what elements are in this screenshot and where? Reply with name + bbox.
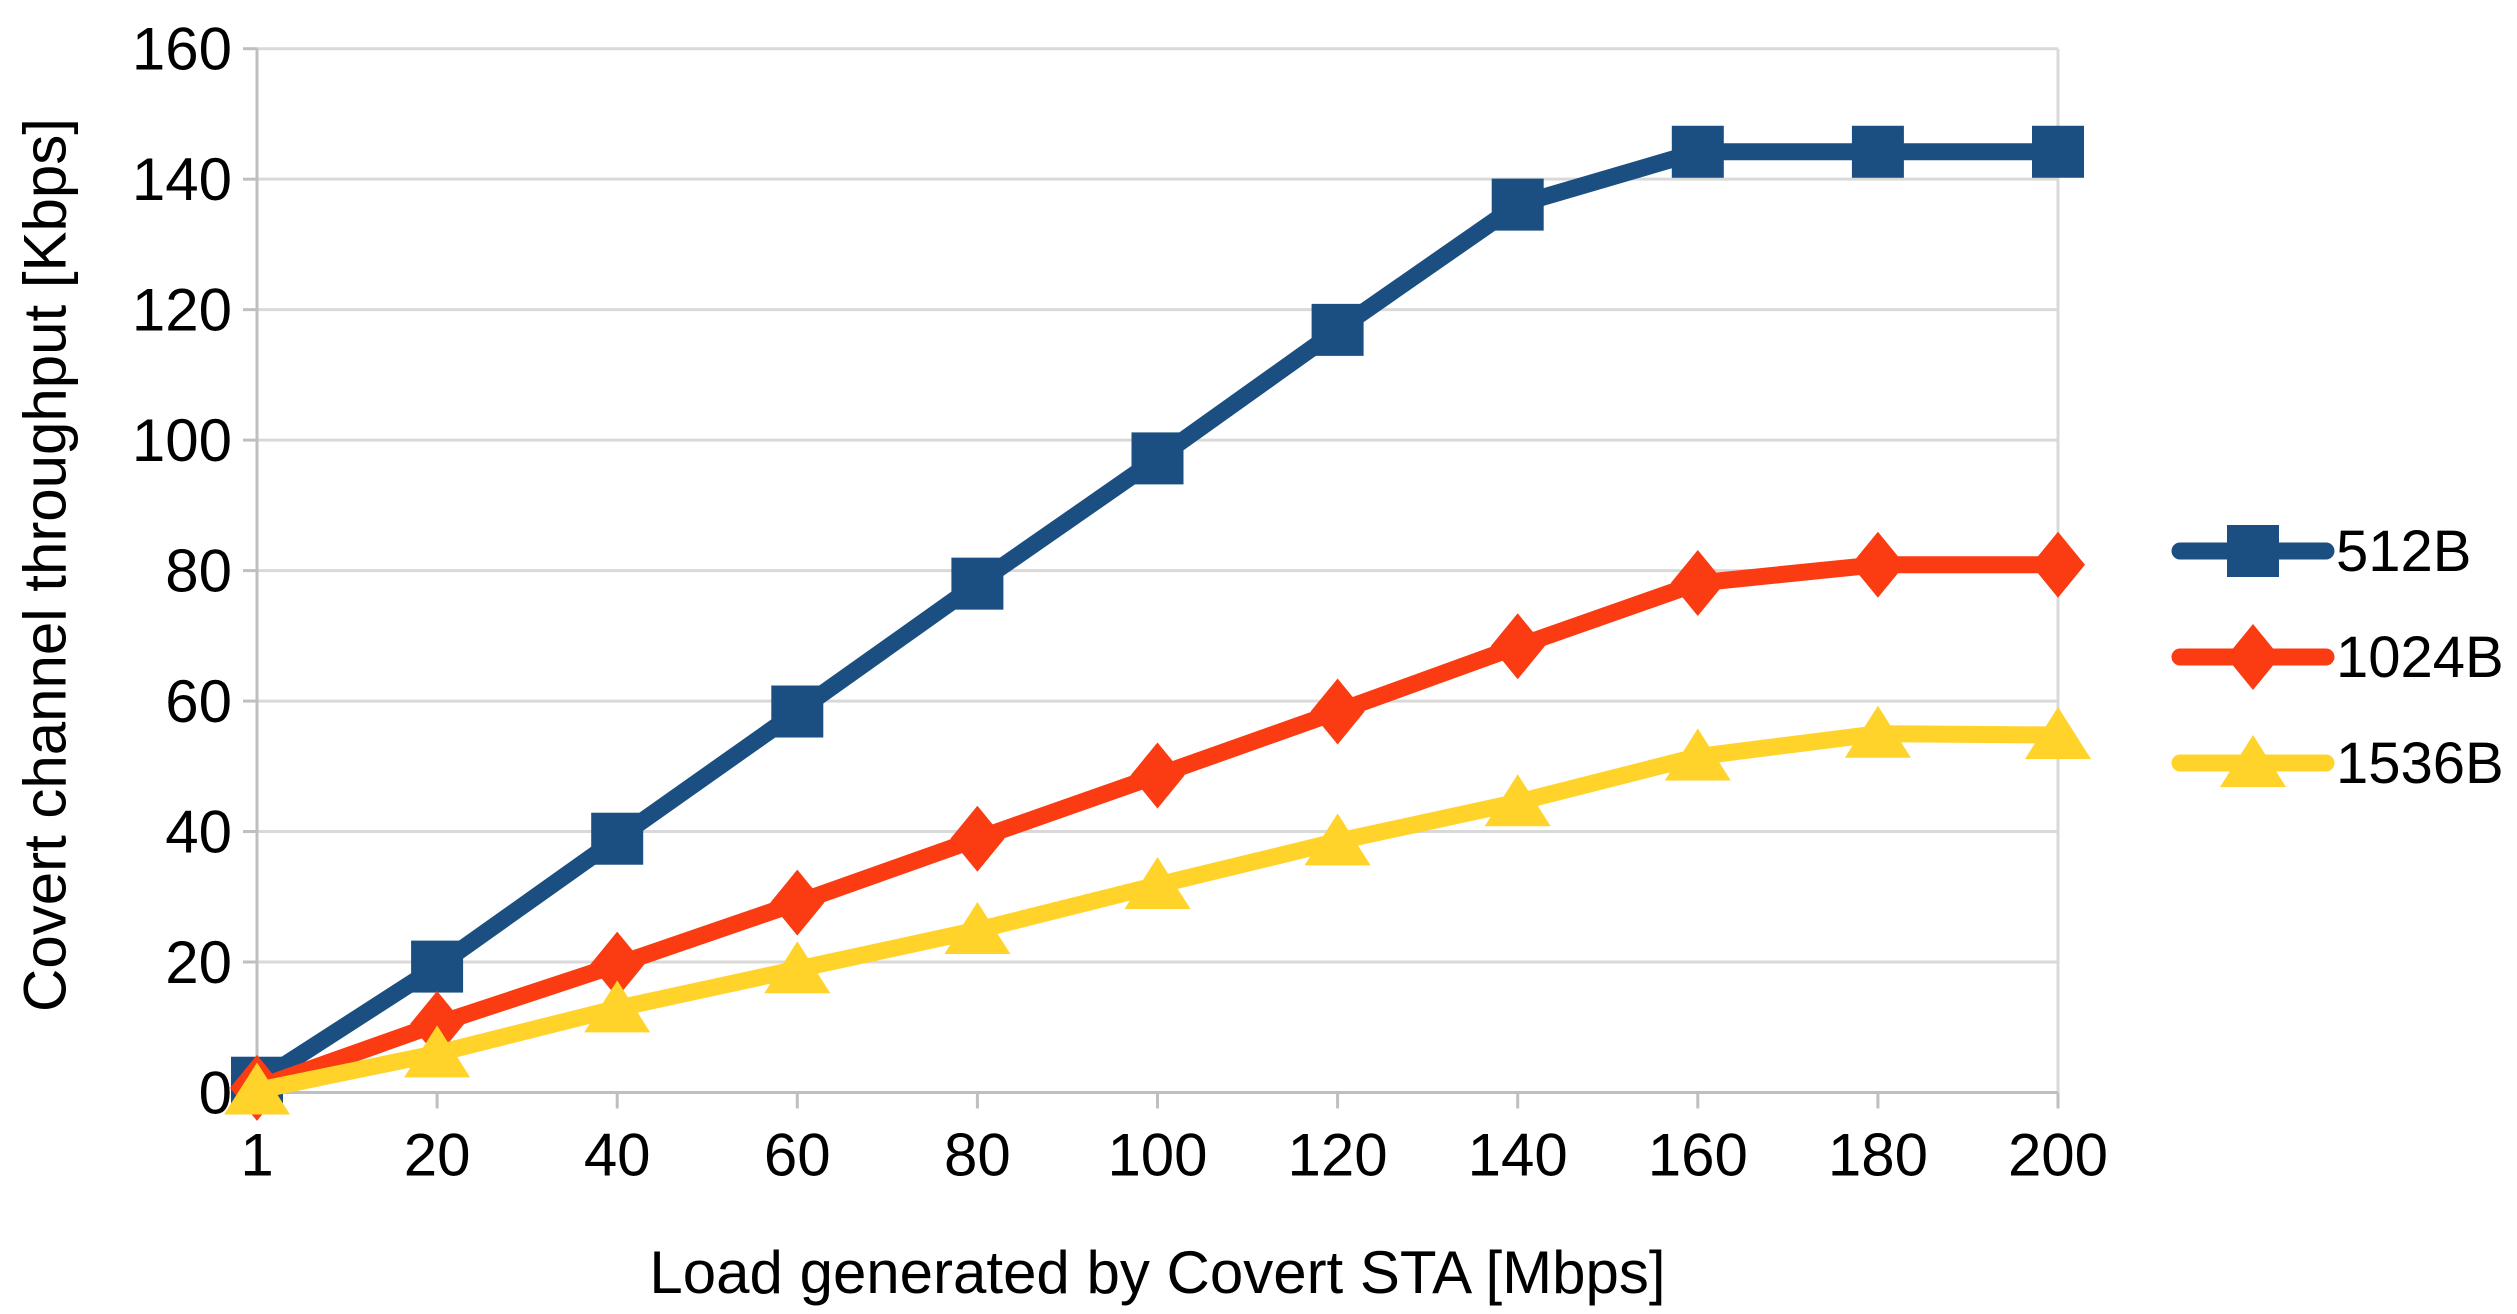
series-1536B-triangle-marker	[944, 902, 1011, 955]
series-1024B-diamond-marker	[770, 869, 825, 936]
legend-triangle-swatch	[2171, 735, 2335, 787]
legend-square-swatch	[2171, 525, 2335, 577]
y-axis-title: Covert channel throughput [Kbps]	[11, 118, 79, 1012]
legend-item-1024B: 1024B	[2171, 622, 2504, 692]
series-512B-square-marker	[771, 685, 824, 738]
series-512B-square-marker	[1311, 303, 1364, 356]
series-1536B-triangle-marker	[224, 1062, 290, 1115]
series-512B-square-marker	[591, 812, 644, 865]
x-tick-label-60: 60	[764, 1122, 831, 1189]
y-tick-label-0: 0	[199, 1060, 232, 1127]
legend-item-512B: 512B	[2171, 516, 2504, 586]
diamond-icon	[2226, 624, 2280, 690]
series-1024B-diamond-marker	[1490, 613, 1545, 680]
square-icon	[2227, 525, 2279, 577]
x-tick-label-100: 100	[1107, 1122, 1207, 1189]
series-1536B-triangle-marker	[2025, 706, 2091, 759]
y-tick-label-100: 100	[132, 407, 232, 474]
series-1024B-diamond-marker	[1850, 531, 1905, 598]
legend-item-1536B: 1536B	[2171, 728, 2504, 798]
series-512B-square-marker	[951, 557, 1004, 610]
series-1024B-diamond-marker	[410, 991, 465, 1058]
series-1536B-triangle-marker	[1484, 774, 1551, 827]
legend: 512B 1024B 1536B	[2171, 516, 2504, 798]
legend-label-512B: 512B	[2336, 518, 2472, 584]
x-tick-label-200: 200	[2008, 1122, 2108, 1189]
series-512B-square-marker	[1671, 125, 1724, 178]
series-512B-square-marker	[411, 940, 464, 993]
series-1536B-triangle-marker	[1664, 728, 1731, 781]
x-tick-label-20: 20	[404, 1122, 471, 1189]
y-tick-label-60: 60	[165, 668, 232, 735]
x-axis-title: Load generated by Covert STA [Mbps]	[649, 1239, 1666, 1306]
series-1024B-diamond-marker	[950, 805, 1005, 872]
y-tick-label-160: 160	[132, 16, 232, 83]
x-tick-label-180: 180	[1828, 1122, 1928, 1189]
y-tick-label-40: 40	[165, 799, 232, 866]
legend-label-1536B: 1536B	[2336, 730, 2504, 796]
legend-label-1024B: 1024B	[2336, 624, 2504, 690]
series-512B-square-marker	[1491, 178, 1544, 231]
series-512B-line	[248, 143, 2067, 1092]
triangle-icon	[2220, 735, 2286, 787]
series-1024B-line	[248, 556, 2067, 1097]
series-512B-square-marker	[1131, 432, 1184, 485]
series-1536B-triangle-marker	[764, 941, 831, 994]
series-1024B-diamond-marker	[2031, 531, 2085, 598]
series-1536B-triangle-marker	[1124, 857, 1191, 910]
series-1024B-diamond-marker	[1670, 549, 1725, 616]
series-1024B-diamond-marker	[590, 931, 645, 998]
series-1536B-triangle-marker	[404, 1025, 471, 1078]
x-tick-label-160: 160	[1648, 1122, 1748, 1189]
y-tick-label-140: 140	[132, 146, 232, 213]
series-512B-square-marker	[2032, 125, 2084, 178]
series-1536B-triangle-marker	[584, 980, 651, 1033]
y-tick-label-80: 80	[165, 538, 232, 605]
series-512B-square-marker	[1851, 125, 1904, 178]
series-1024B-diamond-marker	[1130, 742, 1185, 809]
y-tick-label-20: 20	[165, 929, 232, 996]
x-tick-label-1: 1	[240, 1122, 273, 1189]
x-tick-label-40: 40	[584, 1122, 651, 1189]
x-tick-label-120: 120	[1288, 1122, 1388, 1189]
legend-diamond-swatch	[2171, 624, 2335, 690]
series-1024B-diamond-marker	[1310, 678, 1365, 745]
series-1536B-triangle-marker	[1304, 813, 1371, 866]
x-tick-label-140: 140	[1468, 1122, 1568, 1189]
series-1536B-triangle-marker	[1844, 705, 1911, 758]
x-tick-label-80: 80	[944, 1122, 1011, 1189]
y-tick-label-120: 120	[132, 277, 232, 344]
